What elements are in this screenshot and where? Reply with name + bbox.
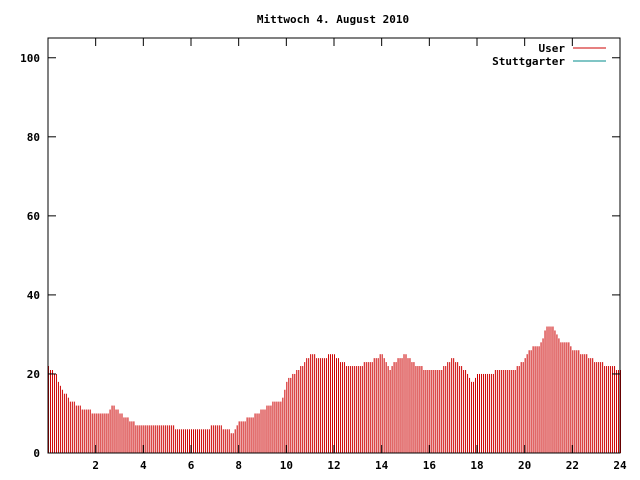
x-tick-label: 24: [613, 459, 627, 472]
legend-label: Stuttgarter: [492, 55, 565, 68]
y-tick-label: 0: [33, 447, 40, 460]
x-tick-label: 16: [423, 459, 437, 472]
bars-layer: [48, 326, 621, 453]
x-tick-label: 20: [518, 459, 531, 472]
x-tick-label: 6: [188, 459, 195, 472]
y-tick-label: 80: [27, 131, 40, 144]
x-tick-label: 8: [235, 459, 242, 472]
x-tick-label: 10: [280, 459, 293, 472]
x-tick-label: 2: [92, 459, 99, 472]
chart-title: Mittwoch 4. August 2010: [257, 13, 409, 26]
y-tick-label: 60: [27, 210, 40, 223]
y-tick-label: 20: [27, 368, 40, 381]
x-tick-label: 12: [327, 459, 340, 472]
x-tick-label: 18: [470, 459, 483, 472]
x-tick-label: 4: [140, 459, 147, 472]
legend-label: User: [539, 42, 566, 55]
x-tick-label: 22: [566, 459, 579, 472]
y-tick-label: 40: [27, 289, 40, 302]
x-tick-label: 14: [375, 459, 389, 472]
y-tick-label: 100: [20, 52, 40, 65]
